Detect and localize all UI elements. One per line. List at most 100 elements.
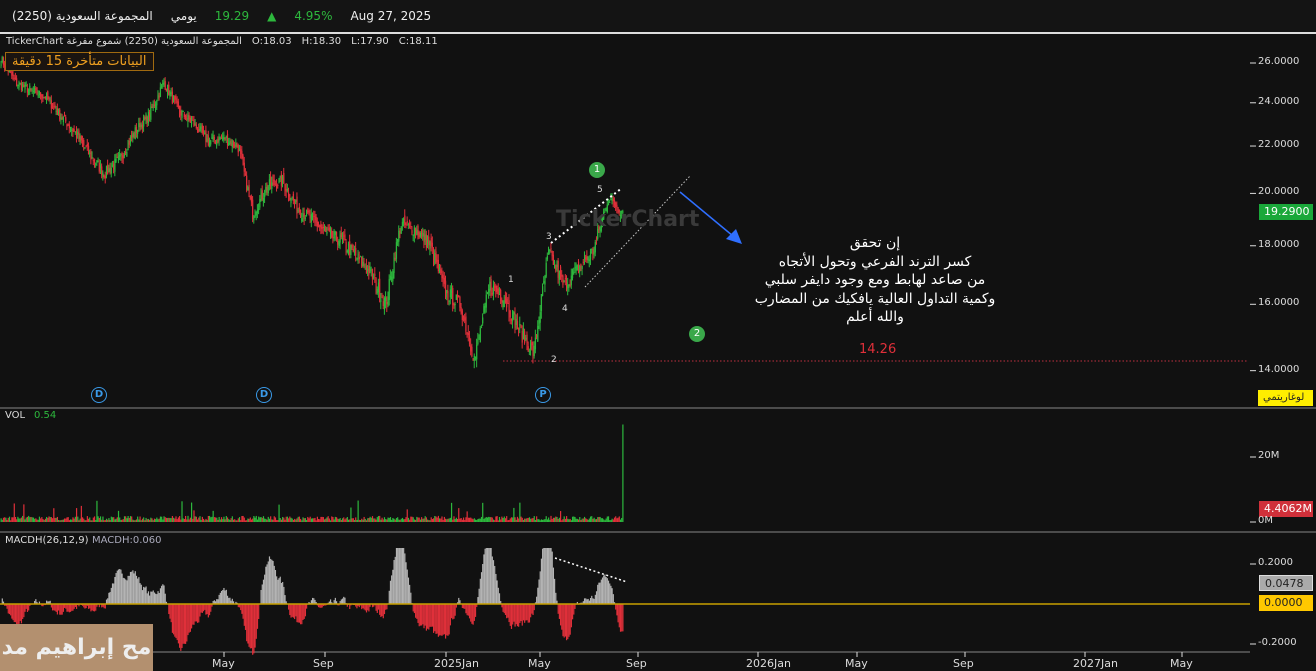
volume-bar bbox=[466, 511, 468, 522]
candle-body bbox=[371, 268, 374, 280]
wave-label: 1 bbox=[508, 275, 514, 285]
header-symbol[interactable]: المجموعة السعودية (2250) bbox=[12, 9, 153, 23]
volume-bar bbox=[17, 516, 19, 522]
macd-bar bbox=[450, 604, 453, 619]
volume-bar bbox=[610, 520, 612, 522]
macd-bar bbox=[120, 569, 122, 604]
candle-body bbox=[317, 225, 320, 228]
macd-bar bbox=[295, 604, 297, 617]
candle-body bbox=[507, 303, 509, 305]
candle-body bbox=[302, 213, 304, 218]
volume-bar bbox=[474, 519, 477, 522]
volume-bar bbox=[488, 516, 490, 522]
volume-bar bbox=[216, 517, 218, 522]
macd-bar bbox=[50, 604, 53, 608]
candle-body bbox=[313, 215, 315, 217]
dividend-marker[interactable]: D bbox=[91, 387, 107, 403]
candle-body bbox=[619, 215, 622, 217]
macd-bar bbox=[403, 548, 405, 604]
volume-bar bbox=[603, 519, 605, 522]
candle-body bbox=[430, 237, 432, 246]
candle-body bbox=[175, 97, 177, 101]
author-watermark: مح إبراهيم مد bbox=[0, 624, 153, 671]
candle-body bbox=[19, 82, 21, 84]
candle-body bbox=[212, 135, 214, 140]
volume-bar bbox=[162, 519, 164, 522]
header-period[interactable]: يومي bbox=[170, 9, 197, 23]
dividend-marker[interactable]: D bbox=[256, 387, 272, 403]
candle-body bbox=[308, 210, 310, 214]
volume-bar bbox=[338, 519, 340, 522]
candle-body bbox=[240, 149, 242, 155]
candle-body bbox=[452, 288, 454, 306]
macd-bar bbox=[485, 548, 487, 604]
volume-bar bbox=[581, 518, 583, 522]
volume-bar bbox=[98, 518, 100, 522]
volume-bar bbox=[131, 516, 133, 522]
candle-body bbox=[271, 182, 273, 190]
candle-body bbox=[504, 296, 507, 303]
macd-bar bbox=[113, 583, 115, 604]
volume-bar bbox=[407, 517, 410, 522]
log-scale-button[interactable]: لوغاريتمي bbox=[1258, 390, 1313, 406]
candle-body bbox=[375, 278, 377, 290]
macd-bar bbox=[127, 575, 129, 604]
volume-bar bbox=[437, 515, 439, 522]
candle-body bbox=[204, 132, 206, 135]
macd-bar bbox=[261, 584, 263, 604]
candle-body bbox=[483, 306, 485, 313]
macd-bar bbox=[92, 604, 94, 612]
header-bar: Aug 27, 2025 4.95% ▲ 19.29 يومي المجموعة… bbox=[0, 0, 1316, 34]
macd-bar bbox=[391, 575, 393, 604]
candle-body bbox=[326, 231, 328, 234]
macd-bar bbox=[435, 604, 437, 634]
macd-bar bbox=[501, 604, 503, 608]
candle-body bbox=[616, 204, 618, 208]
macd-bar bbox=[13, 604, 15, 623]
volume-bar bbox=[424, 516, 426, 522]
volume-bar bbox=[63, 518, 66, 522]
macd-bar bbox=[225, 589, 227, 604]
macd-bar bbox=[280, 582, 283, 604]
macd-bar bbox=[276, 576, 278, 604]
candle-body bbox=[621, 210, 623, 213]
macd-bar bbox=[90, 604, 92, 612]
volume-bar bbox=[292, 519, 295, 522]
volume-bar bbox=[335, 517, 338, 522]
macd-bar bbox=[464, 604, 466, 609]
macd-bar bbox=[416, 604, 418, 619]
volume-bar bbox=[107, 519, 109, 522]
macd-bar bbox=[207, 604, 209, 618]
macd-bar bbox=[375, 604, 377, 611]
macd-bar bbox=[328, 601, 330, 604]
macd-bar bbox=[216, 599, 218, 604]
volume-bar bbox=[72, 517, 74, 522]
candle-body bbox=[490, 279, 492, 293]
candle-body bbox=[564, 278, 566, 280]
candle-body bbox=[540, 294, 543, 311]
candle-body bbox=[550, 248, 552, 250]
candle-body bbox=[472, 358, 474, 361]
macd-bar bbox=[381, 604, 383, 617]
volume-bar bbox=[361, 518, 363, 522]
volume-bar bbox=[32, 517, 35, 522]
volume-bar bbox=[212, 510, 214, 522]
candle-body bbox=[286, 189, 289, 191]
volume-bar bbox=[413, 519, 416, 522]
candle-body bbox=[386, 301, 388, 305]
volume-bar bbox=[47, 517, 49, 522]
macd-bar bbox=[193, 604, 195, 625]
candle-body bbox=[207, 135, 209, 146]
macd-bar bbox=[565, 604, 568, 641]
macd-bar bbox=[616, 604, 618, 616]
volume-bar bbox=[567, 518, 569, 522]
volume-bar bbox=[115, 518, 117, 522]
volume-bar bbox=[167, 517, 169, 522]
event-marker[interactable]: P bbox=[535, 387, 551, 403]
candle-body bbox=[111, 165, 114, 167]
volume-bar bbox=[250, 519, 253, 522]
macd-bar bbox=[138, 577, 140, 604]
macd-bar bbox=[194, 604, 196, 622]
macd-bar bbox=[558, 604, 561, 619]
